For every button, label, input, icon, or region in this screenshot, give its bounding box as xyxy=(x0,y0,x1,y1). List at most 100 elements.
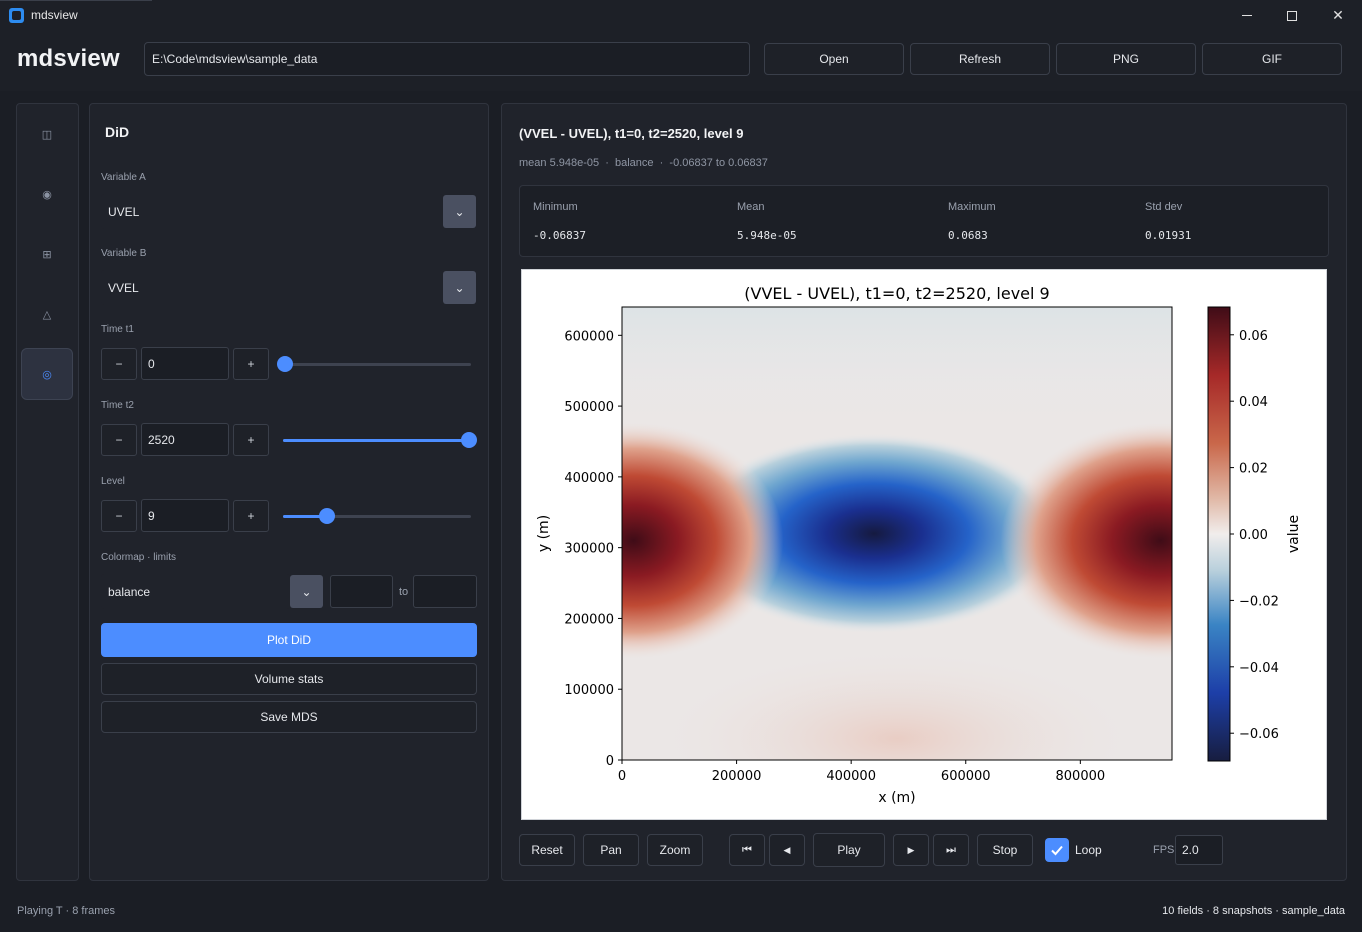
colorbar-tick-label: 0.00 xyxy=(1239,528,1268,543)
stat-value: 0.0683 xyxy=(948,229,988,242)
x-tick-label: 800000 xyxy=(1056,769,1106,784)
level-input[interactable] xyxy=(141,499,229,532)
variable-a-select[interactable]: UVEL xyxy=(101,194,443,229)
heatmap-soft-positive xyxy=(657,648,1137,760)
level-slider-handle[interactable] xyxy=(319,508,335,524)
title-bar xyxy=(0,0,1362,31)
colorbar-tick-label: 0.02 xyxy=(1239,462,1268,477)
variable-a-value: UVEL xyxy=(108,204,140,219)
colorbar xyxy=(1207,306,1231,762)
level-decrement-button[interactable]: − xyxy=(101,500,137,532)
maximize-button[interactable] xyxy=(1269,0,1315,31)
y-tick-label: 0 xyxy=(606,754,614,769)
volume-stats-button[interactable]: Volume stats xyxy=(101,663,477,695)
loop-checkbox[interactable] xyxy=(1045,838,1069,862)
sidebar-item-difference[interactable]: ◎ xyxy=(21,348,73,400)
y-tick-label: 400000 xyxy=(564,471,614,486)
pan-button[interactable]: Pan xyxy=(583,834,639,866)
brand-logo: mdsview xyxy=(17,45,120,72)
stat-label: Minimum xyxy=(533,201,578,213)
sidebar-item-grid[interactable]: ⊞ xyxy=(21,228,73,280)
png-button[interactable]: PNG xyxy=(1056,43,1196,75)
colorbar-tick-label: 0.06 xyxy=(1239,329,1268,344)
t2-increment-button[interactable]: + xyxy=(233,424,269,456)
stop-button[interactable]: Stop xyxy=(977,834,1033,866)
chart-title: (VVEL - UVEL), t1=0, t2=2520, level 9 xyxy=(744,284,1049,303)
did-title: DiD xyxy=(105,124,130,140)
variable-a-label: Variable A xyxy=(101,172,146,183)
did-panel xyxy=(89,103,489,881)
x-axis-label: x (m) xyxy=(878,790,915,806)
level-slider-fill xyxy=(283,515,327,518)
colorbar-tick-label: −0.04 xyxy=(1239,661,1279,676)
chevron-down-icon: ⌄ xyxy=(301,584,312,599)
limit-max-input[interactable] xyxy=(413,575,477,608)
target-icon: ◉ xyxy=(42,188,52,201)
last-frame-button[interactable]: ⏭ xyxy=(933,834,969,866)
first-frame-button[interactable]: ⏮ xyxy=(729,834,765,866)
close-button[interactable]: ✕ xyxy=(1315,0,1361,31)
view-heading: (VVEL - UVEL), t1=0, t2=2520, level 9 xyxy=(519,126,744,141)
fps-label: FPS xyxy=(1153,844,1175,856)
chevron-down-icon: ⌄ xyxy=(454,204,465,219)
heatmap-area xyxy=(622,307,1172,760)
t2-slider-fill xyxy=(283,439,469,442)
y-axis: 0 100000 200000 300000 400000 500000 600000 xyxy=(564,329,622,769)
minimize-button[interactable] xyxy=(1224,0,1270,31)
colormap-dropdown[interactable]: ⌄ xyxy=(290,575,323,608)
stat-label: Maximum xyxy=(948,201,996,213)
variable-a-dropdown[interactable]: ⌄ xyxy=(443,195,476,228)
skip-back-icon: ⏮ xyxy=(742,843,752,856)
zoom-button[interactable]: Zoom xyxy=(647,834,703,866)
colormap-value: balance xyxy=(108,584,151,599)
x-tick-label: 400000 xyxy=(826,769,876,784)
plot-did-button[interactable]: Plot DiD xyxy=(101,623,477,657)
colorbar-tick-label: −0.06 xyxy=(1239,727,1279,742)
gif-button[interactable]: GIF xyxy=(1202,43,1342,75)
panel-icon: ◫ xyxy=(41,128,53,141)
y-tick-label: 200000 xyxy=(564,612,614,627)
chevron-down-icon: ⌄ xyxy=(454,280,465,295)
close-icon: ✕ xyxy=(1332,7,1344,23)
sidebar-item-panel[interactable]: ◫ xyxy=(21,108,73,160)
time-t2-label: Time t2 xyxy=(101,400,134,411)
sidebar-item-target[interactable]: ◉ xyxy=(21,168,73,220)
play-button[interactable]: Play xyxy=(813,833,885,867)
plot-canvas[interactable]: (VVEL - UVEL), t1=0, t2=2520, level 9 0 2… xyxy=(521,269,1327,820)
variable-b-dropdown[interactable]: ⌄ xyxy=(443,271,476,304)
level-increment-button[interactable]: + xyxy=(233,500,269,532)
variable-b-select[interactable]: VVEL xyxy=(101,270,443,305)
step-back-icon: ◀ xyxy=(783,844,791,855)
t1-slider-handle[interactable] xyxy=(277,356,293,372)
reset-button[interactable]: Reset xyxy=(519,834,575,866)
colormap-select[interactable]: balance xyxy=(101,574,290,609)
y-tick-label: 100000 xyxy=(564,683,614,698)
prev-frame-button[interactable]: ◀ xyxy=(769,834,805,866)
path-input[interactable] xyxy=(144,42,750,76)
heatmap-positive-blob xyxy=(622,422,784,659)
t2-input[interactable] xyxy=(141,423,229,456)
stat-label: Mean xyxy=(737,201,765,213)
time-t1-label: Time t1 xyxy=(101,324,134,335)
grid-icon: ⊞ xyxy=(42,248,52,261)
t1-input[interactable] xyxy=(141,347,229,380)
sidebar-item-triangle[interactable]: △ xyxy=(21,288,73,340)
heatmap-negative-blob xyxy=(684,433,1065,634)
refresh-button[interactable]: Refresh xyxy=(910,43,1050,75)
stats-box xyxy=(519,185,1329,257)
save-mds-button[interactable]: Save MDS xyxy=(101,701,477,733)
fps-input[interactable] xyxy=(1175,835,1223,865)
colormap-label: Colormap · limits xyxy=(101,552,177,563)
stat-value: -0.06837 xyxy=(533,229,586,242)
t1-increment-button[interactable]: + xyxy=(233,348,269,380)
stat-value: 0.01931 xyxy=(1145,229,1192,242)
t2-decrement-button[interactable]: − xyxy=(101,424,137,456)
limit-min-input[interactable] xyxy=(330,575,393,608)
next-frame-button[interactable]: ▶ xyxy=(893,834,929,866)
t2-slider-handle[interactable] xyxy=(461,432,477,448)
open-button[interactable]: Open xyxy=(764,43,904,75)
status-left: Playing T · 8 frames xyxy=(17,905,116,917)
app-icon xyxy=(9,8,24,23)
colorbar-axis: −0.06 −0.04 −0.02 0.00 0.02 0.04 0.06 xyxy=(1230,329,1279,742)
t1-decrement-button[interactable]: − xyxy=(101,348,137,380)
